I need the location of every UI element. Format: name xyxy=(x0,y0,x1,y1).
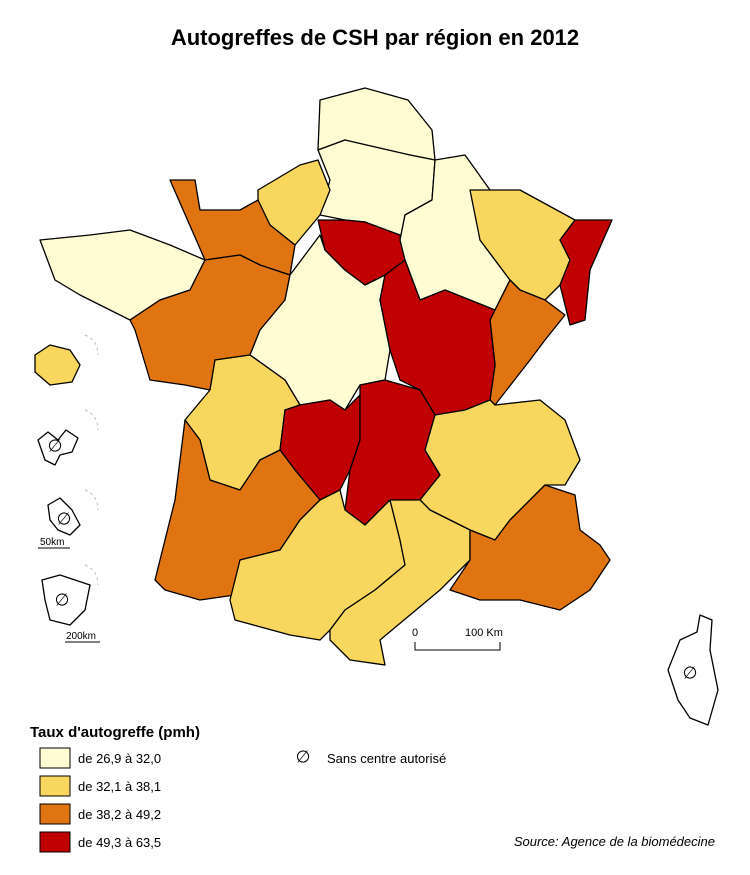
legend-label: de 38,2 à 49,2 xyxy=(78,807,161,822)
regions xyxy=(34,87,613,666)
legend-swatch xyxy=(39,831,71,853)
martinique xyxy=(47,497,81,536)
no-center-symbol: ∅ xyxy=(57,509,72,528)
scale-line xyxy=(414,642,501,651)
region xyxy=(279,394,361,501)
no-center-symbol: ∅ xyxy=(55,590,70,609)
no-center-symbol: ∅ xyxy=(48,436,63,455)
scale-end: 100 Km xyxy=(465,627,503,639)
insets: ∅ ∅ 50km ∅ 200km xyxy=(37,334,100,643)
scale-start: 0 xyxy=(412,627,418,639)
legend-swatch xyxy=(39,775,71,797)
legend-label: de 26,9 à 32,0 xyxy=(78,751,161,766)
corsica xyxy=(667,614,719,726)
scale-bar: 0 100 Km xyxy=(412,627,503,651)
legend: de 26,9 à 32,0 de 32,1 à 38,1 de 38,2 à 49… xyxy=(39,747,161,853)
region xyxy=(34,344,81,386)
legend-swatch xyxy=(39,747,71,769)
inset-scale-label: 50km xyxy=(40,537,64,548)
no-center-label: Sans centre autorisé xyxy=(327,751,446,766)
guyane xyxy=(41,574,91,626)
legend-swatch xyxy=(39,803,71,825)
region xyxy=(379,259,496,416)
source: Source: Agence de la biomédecine xyxy=(514,834,715,849)
region xyxy=(329,499,471,666)
no-center-symbol: ∅ xyxy=(296,747,311,766)
inset-scale-label: 200km xyxy=(66,631,96,642)
legend-label: de 32,1 à 38,1 xyxy=(78,779,161,794)
inset-frame xyxy=(84,334,99,586)
region xyxy=(559,219,613,326)
legend-label: de 49,3 à 63,5 xyxy=(78,835,161,850)
region xyxy=(449,484,611,611)
guadeloupe xyxy=(37,429,79,466)
legend-title: Taux d'autogreffe (pmh) xyxy=(30,724,200,741)
map-title: Autogreffes de CSH par région en 2012 xyxy=(171,25,579,50)
region xyxy=(489,279,566,406)
no-center-symbol: ∅ xyxy=(683,663,698,682)
